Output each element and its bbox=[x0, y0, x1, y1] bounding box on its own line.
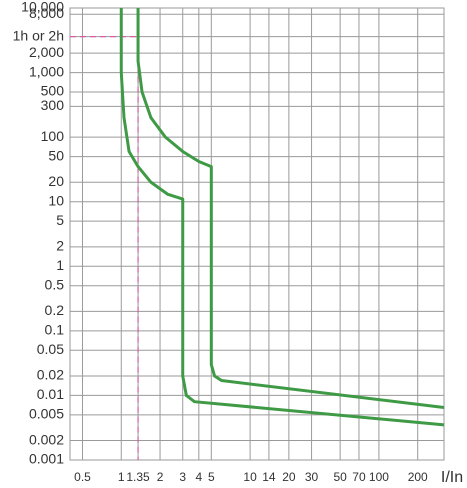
x-tick-label: 2 bbox=[157, 470, 164, 484]
y-tick-label: 0.002 bbox=[29, 431, 64, 447]
x-tick-label: 1 bbox=[118, 470, 125, 484]
y-tick-label: 300 bbox=[41, 97, 65, 113]
y-tick-label: 2,000 bbox=[29, 44, 64, 60]
y-tick-label: 500 bbox=[41, 83, 65, 99]
x-tick-label: 3 bbox=[179, 470, 186, 484]
x-tick-label: 70 bbox=[352, 470, 366, 484]
y-tick-label: 10,000 bbox=[21, 0, 64, 15]
y-tick-label: 0.005 bbox=[29, 406, 64, 422]
x-tick-label: 5 bbox=[208, 470, 215, 484]
y-tick-label: 0.1 bbox=[45, 322, 65, 338]
y-tick-label: 0.01 bbox=[37, 386, 64, 402]
y-tick-label: 2 bbox=[56, 238, 64, 254]
x-tick-label: 50 bbox=[333, 470, 347, 484]
y-tick-label: 0.05 bbox=[37, 341, 64, 357]
x-tick-label: 14 bbox=[262, 470, 276, 484]
trip-curve bbox=[119, 8, 445, 427]
x-tick-label: 0.5 bbox=[74, 470, 91, 484]
y-tick-label: 8,000 bbox=[29, 5, 64, 21]
y-tick-label: 0.2 bbox=[45, 302, 65, 318]
x-tick-label: 10 bbox=[243, 470, 257, 484]
x-tick-label: 20 bbox=[282, 470, 296, 484]
y-tick-label: 100 bbox=[41, 128, 65, 144]
plot-frame bbox=[69, 7, 445, 461]
x-tick-label: 100 bbox=[369, 470, 389, 484]
y-tick-label: 50 bbox=[48, 147, 64, 163]
trip-curve bbox=[136, 8, 445, 409]
y-tick-label: 1 bbox=[56, 257, 64, 273]
y-tick-label: 10 bbox=[48, 192, 64, 208]
x-tick-label: 200 bbox=[408, 470, 428, 484]
y-tick-label: 20 bbox=[48, 173, 64, 189]
y-tick-label: 1h or 2h bbox=[13, 27, 64, 43]
x-tick-label: 30 bbox=[305, 470, 319, 484]
x-axis-label: I/In bbox=[441, 469, 463, 486]
y-tick-label: 0.001 bbox=[29, 451, 64, 467]
y-tick-label: 1,000 bbox=[29, 63, 64, 79]
y-tick-label: 5 bbox=[56, 212, 64, 228]
x-tick-label: 4 bbox=[195, 470, 202, 484]
y-tick-label: 0.5 bbox=[45, 276, 65, 292]
y-tick-label: 0.02 bbox=[37, 367, 64, 383]
x-tick-label: 1.35 bbox=[126, 470, 150, 484]
